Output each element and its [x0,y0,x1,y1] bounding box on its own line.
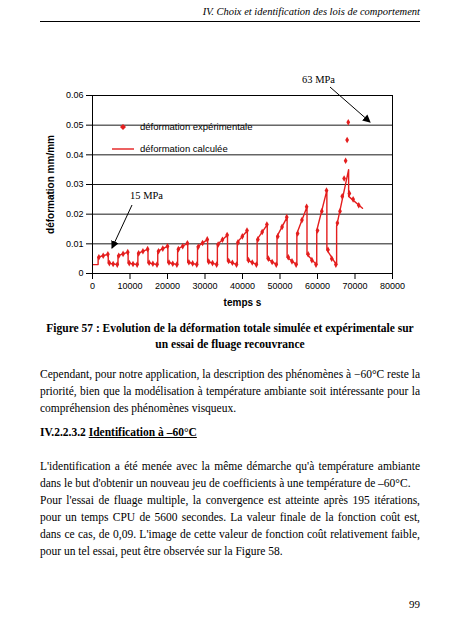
html-text:Figure 57 : Evolution de la dé: Figure 57 : Evolution de la déformation … [46,322,414,350]
svg-text:0.03: 0.03 [66,179,84,189]
html-text:IV.2.2.3.2 Identification à –6: IV.2.2.3.2 Identification à –60°C [40,426,197,438]
html-text:déformation calculée: déformation calculée [140,143,228,154]
svg-text:70000: 70000 [342,281,367,291]
html-text:63 MPa: 63 MPa [302,74,335,85]
svg-text:40000: 40000 [230,281,255,291]
svg-text:50000: 50000 [267,281,292,291]
html-text:déformation expérimentale: déformation expérimentale [140,121,253,132]
svg-text:30000: 30000 [192,281,217,291]
svg-text:0.02: 0.02 [66,209,84,219]
html-text:99: 99 [409,598,420,610]
svg-text:temps s: temps s [224,297,262,308]
svg-text:80000: 80000 [380,281,405,291]
svg-text:60000: 60000 [305,281,330,291]
html-text:15 MPa: 15 MPa [130,190,163,201]
html-text:Pour l'essai de fluage multipl: Pour l'essai de fluage multiple, la conv… [40,494,420,557]
html-text:L'identification a été menée a: L'identification a été menée avec la mêm… [40,460,420,489]
svg-text:0: 0 [90,281,95,291]
svg-text:déformation mm/mm: déformation mm/mm [45,135,56,234]
html-text:Cependant, pour notre applicat: Cependant, pour notre application, la de… [40,368,420,414]
svg-text:0.06: 0.06 [66,90,84,100]
svg-text:0.05: 0.05 [66,120,84,130]
svg-text:0.04: 0.04 [66,150,84,160]
svg-text:0.01: 0.01 [66,239,84,249]
svg-text:0: 0 [78,268,83,278]
svg-text:20000: 20000 [155,281,180,291]
svg-text:10000: 10000 [117,281,142,291]
html-text:IV. Choix et identification de: IV. Choix et identification des lois de … [202,6,420,17]
